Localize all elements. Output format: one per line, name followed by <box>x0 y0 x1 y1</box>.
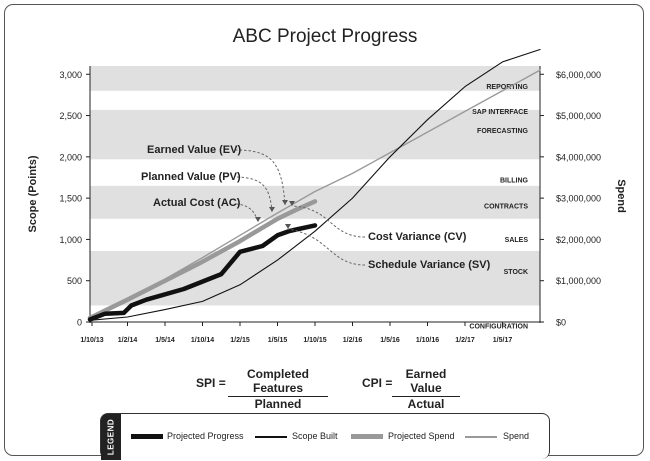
y-tick-label: 1,000 <box>59 235 82 245</box>
cpi-label: CPI = <box>362 376 392 390</box>
y2-tick-label: $6,000,000 <box>556 70 601 80</box>
series-scope-built <box>89 48 541 321</box>
legend-label-projected-progress: Projected Progress <box>167 431 244 441</box>
annotation-label: Planned Value (PV) <box>141 171 241 183</box>
annotation-label: Actual Cost (AC) <box>153 197 241 209</box>
band-forecasting <box>90 109 540 160</box>
band-label: CONTRACTS <box>484 204 528 211</box>
y2-tick-label: $1,000,000 <box>556 276 601 286</box>
annotation-label: Cost Variance (CV) <box>368 231 467 243</box>
x-tick-label: 1/10/14 <box>191 337 214 344</box>
series-projected-progress <box>87 223 318 322</box>
y2-axis-label: Spend <box>615 179 627 213</box>
cpi-numerator: Earned Value <box>392 367 460 397</box>
band-label: FORECASTING <box>477 128 529 135</box>
annotation-arrow <box>269 207 275 212</box>
y2-tick-label: $0 <box>556 318 566 328</box>
y-tick-label: 2,500 <box>59 111 82 121</box>
band-billing <box>90 159 540 186</box>
band-configuration <box>90 305 540 322</box>
annotation-arrow <box>255 217 261 222</box>
y-tick-label: 2,000 <box>59 152 82 162</box>
annotation-leader <box>234 149 286 206</box>
annotation-arrow <box>289 201 295 206</box>
legend-title: LEGEND <box>106 418 116 456</box>
x-tick-label: 1/10/16 <box>416 337 439 344</box>
spi-name: SPI <box>196 376 216 390</box>
x-tick-label: 1/5/15 <box>268 337 288 344</box>
cpi-name: CPI <box>362 376 383 390</box>
y-tick-label: 1,500 <box>59 194 82 204</box>
legend-label-spend: Spend <box>503 431 530 441</box>
y2-tick-label: $2,000,000 <box>556 235 601 245</box>
series-projected-spend <box>87 199 318 321</box>
band-label: STOCK <box>504 269 528 276</box>
y-tick-label: 0 <box>77 318 82 328</box>
annotation-label: Schedule Variance (SV) <box>368 259 491 271</box>
legend-swatch-spend <box>465 436 497 438</box>
x-tick-label: 1/2/15 <box>230 337 250 344</box>
legend-label-projected-spend: Projected Spend <box>388 431 455 441</box>
x-tick-label: 1/2/14 <box>118 337 138 344</box>
band-label: SALES <box>505 237 529 244</box>
spi-eq: = <box>218 376 226 390</box>
x-tick-label: 1/2/17 <box>455 337 475 344</box>
y-tick-label: 3,000 <box>59 70 82 80</box>
x-tick-label: 1/2/16 <box>343 337 363 344</box>
annotation-label: Earned Value (EV) <box>147 144 241 156</box>
band-label: BILLING <box>500 177 529 184</box>
x-tick-label: 1/10/15 <box>303 337 326 344</box>
y2-tick-label: $3,000,000 <box>556 194 601 204</box>
band-label: SAP INTERFACE <box>472 109 528 116</box>
band-reporting <box>90 66 540 91</box>
legend-swatch-projected-progress <box>131 434 163 439</box>
band-sap-interface <box>90 90 540 110</box>
legend: LEGEND Projected Progress Scope Built Pr… <box>100 413 550 460</box>
y2-tick-label: $5,000,000 <box>556 111 601 121</box>
legend-swatch-scope-built <box>255 436 287 438</box>
x-tick-label: 1/5/17 <box>493 337 513 344</box>
band-label: CONFIGURATION <box>469 323 528 330</box>
annotation-leader <box>291 205 366 238</box>
legend-label-scope-built: Scope Built <box>292 431 338 441</box>
spi-numerator: Completed Features <box>228 367 328 397</box>
legend-swatch-projected-spend <box>351 434 383 439</box>
annotation-leader <box>287 228 366 266</box>
x-tick-label: 1/10/13 <box>80 337 103 344</box>
annotation-arrow <box>285 224 291 229</box>
legend-tab: LEGEND <box>101 414 121 460</box>
x-tick-label: 1/5/14 <box>155 337 175 344</box>
spi-label: SPI = <box>196 376 226 390</box>
annotation-arrow <box>282 200 288 205</box>
y2-tick-label: $4,000,000 <box>556 152 601 162</box>
x-tick-label: 1/5/16 <box>380 337 400 344</box>
chart-title: ABC Project Progress <box>233 26 418 47</box>
cpi-eq: = <box>385 376 393 390</box>
y-axis-label: Scope (Points) <box>27 155 39 232</box>
y-tick-label: 500 <box>67 276 82 286</box>
annotation-leader <box>236 176 273 213</box>
